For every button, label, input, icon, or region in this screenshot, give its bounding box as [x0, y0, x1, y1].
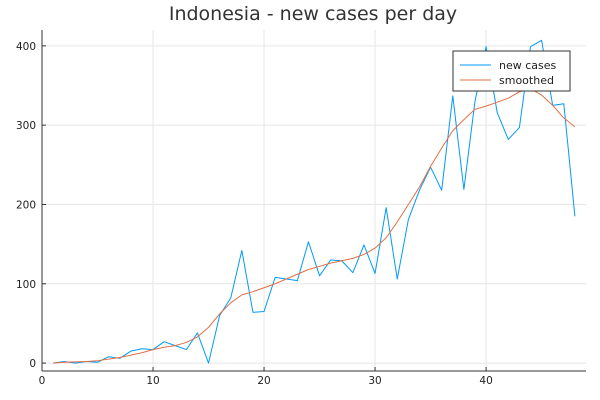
x-tick-label: 0: [39, 375, 46, 387]
legend-box: [452, 50, 571, 92]
axes: [41, 30, 586, 372]
x-tick-label: 30: [368, 375, 381, 387]
y-tick-label: 400: [16, 41, 36, 53]
x-axis-ticks: 0 10 20 30 40: [39, 367, 493, 387]
grid: [41, 30, 586, 371]
chart-title: Indonesia - new cases per day: [169, 3, 457, 25]
y-tick-label: 300: [16, 120, 36, 132]
x-tick-label: 20: [257, 375, 270, 387]
y-axis-ticks: 0 100 200 300 400: [16, 41, 46, 370]
y-tick-label: 200: [16, 199, 36, 211]
legend: new cases smoothed: [452, 50, 571, 92]
x-tick-label: 40: [479, 375, 492, 387]
y-tick-label: 0: [29, 358, 36, 370]
series-line-smoothed: [53, 88, 576, 364]
x-tick-label: 10: [146, 375, 159, 387]
legend-label: new cases: [499, 59, 557, 72]
y-tick-label: 100: [16, 279, 36, 291]
legend-label: smoothed: [499, 74, 554, 87]
